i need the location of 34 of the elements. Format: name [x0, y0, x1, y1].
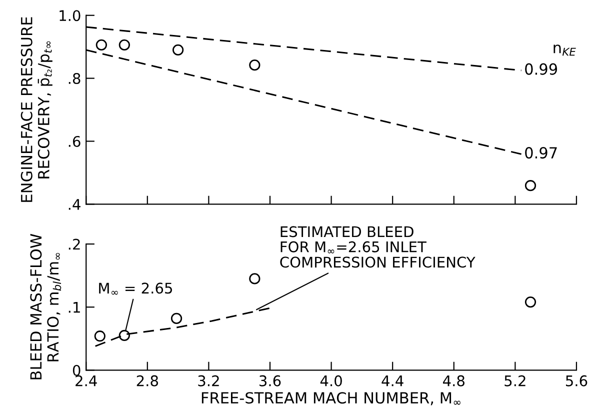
point [172, 44, 184, 56]
series-label: 0.97 [525, 147, 557, 159]
series-label: 0.99 [525, 63, 558, 75]
y-tick-label: .2 [68, 238, 80, 250]
annotation: M$_{∞}$ = 2.65 [99, 282, 172, 295]
x-tick-label: 4.0 [320, 375, 342, 386]
x-tick-label: 3.6 [260, 375, 281, 386]
y-tick-label: .1 [68, 302, 80, 313]
x-tick-label: 5.2 [504, 375, 526, 386]
x-tick-label: 4.8 [443, 375, 464, 386]
point [96, 39, 107, 50]
y-tick-label: .8 [68, 73, 80, 84]
point [170, 312, 182, 324]
point [524, 180, 536, 192]
x-tick-label: 5.6 [566, 375, 588, 386]
y-axis-title: BLEED MASS-FLOW RATIO, m$_{bl}$/m$_{∞}$ [30, 234, 62, 380]
annotation: ESTIMATED BLEED FOR M$_{∞}$=2.65 INLET COMPRESSION EFFICIENCY [280, 226, 476, 268]
x-tick-label: 3.2 [198, 375, 219, 386]
y-tick-label: .6 [68, 136, 80, 147]
x-axis-title: FREE-STREAM MACH NUMBER, M$_{∞}$ [202, 392, 460, 406]
point [118, 330, 130, 342]
y-tick-label: 0 [72, 364, 80, 376]
point [94, 330, 106, 342]
x-tick-label: 4.4 [382, 375, 404, 386]
annotation: n$_{KE}$ [554, 44, 576, 56]
y-tick-label: .4 [68, 199, 80, 210]
x-tick-label: 2.4 [76, 375, 97, 386]
point [524, 296, 536, 308]
y-tick-label: 1.0 [60, 10, 80, 22]
y-axis-title: ENGINE-FACE PRESSURE RECOVERY, p̄$_{t₂}$/p$_{t∞}$ [20, 17, 52, 202]
point [118, 39, 130, 50]
x-tick-label: 2.8 [136, 375, 158, 386]
point [249, 273, 260, 284]
point [249, 60, 260, 71]
